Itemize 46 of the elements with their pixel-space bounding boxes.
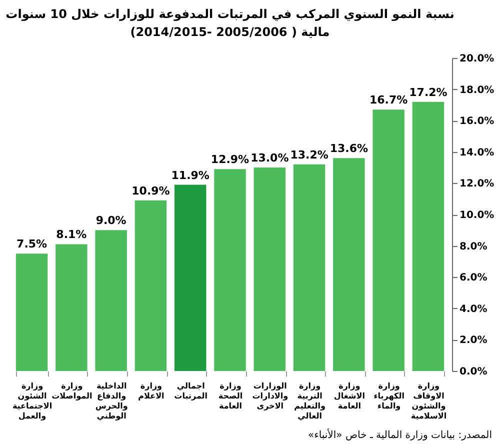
y-tick-label: 20.0% — [460, 54, 494, 64]
bar — [134, 200, 167, 371]
data-label: 10.9% — [132, 184, 170, 198]
x-tick-label: اجمالي المرتبات — [174, 382, 208, 400]
data-label: 13.2% — [290, 148, 328, 162]
data-label: 13.0% — [250, 152, 289, 165]
bar — [95, 230, 127, 371]
bar — [16, 254, 48, 371]
x-tick-label: وزارة الكهرباء والماء — [374, 382, 405, 410]
y-tick-label: 16.0% — [460, 116, 494, 128]
data-label: 12.9% — [210, 153, 250, 166]
x-tick-label: وزارة المواصلات — [52, 382, 93, 400]
y-tick-label: 12.0% — [460, 178, 494, 190]
bar — [214, 169, 246, 371]
x-tick-label: الداخلية والدفاع والحرس الوطني — [95, 382, 128, 420]
x-tick-label: وزارة الشئون الاجتماعية والعمل — [12, 382, 52, 420]
y-tick-label: 2.0% — [460, 335, 488, 346]
bar — [372, 110, 404, 371]
x-tick-label: وزارة الاعلام — [138, 382, 165, 400]
x-tick-label: وزارة التربية والتعليم العالي — [294, 382, 326, 420]
y-tick-label: 18.0% — [460, 84, 494, 96]
y-tick-label: 8.0% — [460, 241, 488, 252]
bar — [174, 184, 206, 371]
x-tick-label: وزارة الاشغال العامة — [334, 382, 366, 410]
bar — [254, 168, 286, 371]
x-tick-label: الوزارات والادارات الاخرى — [252, 382, 288, 410]
y-tick-label: 14.0% — [460, 147, 494, 158]
bar — [56, 244, 88, 371]
data-label: 16.7% — [369, 94, 408, 107]
bar — [333, 158, 365, 371]
y-tick-label: 10.0% — [460, 210, 494, 221]
data-label: 13.6% — [330, 142, 368, 156]
data-label: 9.0% — [96, 214, 126, 228]
x-tick-label: وزارة الصحة العامة — [218, 382, 243, 410]
data-label: 8.1% — [56, 228, 87, 242]
bar — [412, 102, 444, 371]
y-tick-label: 0.0% — [460, 366, 488, 378]
chart-title: نسبة النمو السنوي المركب في المرتبات المدفوعة للوزارات خلال 10 سنوات مالية ( 2005/2006 -2014/2015) — [6, 7, 454, 39]
data-label: 7.5% — [16, 238, 48, 251]
bar — [293, 164, 326, 371]
data-label: 17.2% — [409, 86, 448, 99]
data-label: 11.9% — [171, 168, 210, 182]
y-tick-label: 4.0% — [460, 304, 488, 315]
text: المصدر: بيانات وزارة المالية ـ خاص «الأنباء» — [308, 430, 492, 441]
x-tick-label: وزارة الاوقاف والشئون الاسلامية — [410, 382, 447, 420]
y-tick-label: 6.0% — [460, 272, 488, 284]
